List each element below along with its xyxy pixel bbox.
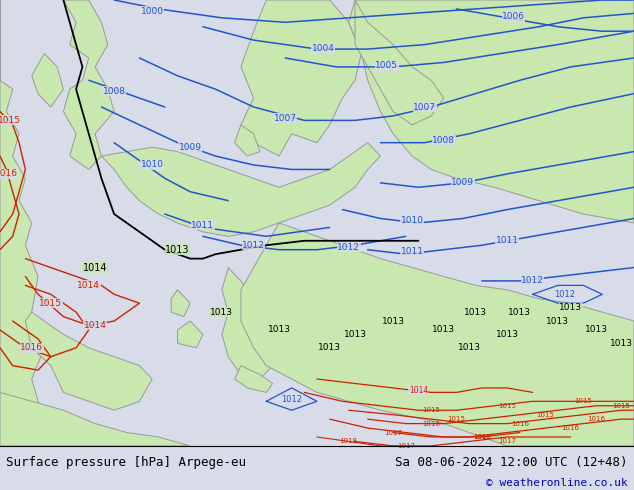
Text: 1011: 1011 bbox=[191, 220, 214, 230]
Text: 1009: 1009 bbox=[179, 143, 202, 151]
Text: 1016: 1016 bbox=[20, 343, 43, 352]
Polygon shape bbox=[0, 0, 44, 446]
Polygon shape bbox=[241, 0, 361, 156]
Text: 1016: 1016 bbox=[473, 434, 491, 440]
Polygon shape bbox=[222, 268, 279, 379]
Text: Surface pressure [hPa] Arpege-eu: Surface pressure [hPa] Arpege-eu bbox=[6, 456, 247, 469]
Text: 1014: 1014 bbox=[84, 321, 107, 330]
Text: 1013: 1013 bbox=[610, 339, 633, 348]
Polygon shape bbox=[235, 366, 273, 392]
Polygon shape bbox=[355, 0, 444, 125]
Text: 1004: 1004 bbox=[312, 44, 335, 52]
Text: 1015: 1015 bbox=[422, 407, 440, 413]
Text: 1008: 1008 bbox=[103, 87, 126, 96]
Text: 1016: 1016 bbox=[562, 425, 579, 431]
Polygon shape bbox=[0, 392, 190, 446]
Text: 1009: 1009 bbox=[451, 178, 474, 187]
Text: 1008: 1008 bbox=[432, 136, 455, 145]
Text: 1011: 1011 bbox=[496, 236, 519, 245]
Text: 1010: 1010 bbox=[141, 161, 164, 170]
Text: 1017: 1017 bbox=[384, 430, 402, 436]
Text: 1012: 1012 bbox=[337, 243, 360, 252]
Polygon shape bbox=[241, 223, 634, 446]
Text: 1017: 1017 bbox=[498, 439, 516, 444]
Text: 1016: 1016 bbox=[0, 170, 18, 178]
Text: 1013: 1013 bbox=[458, 343, 481, 352]
Text: 1013: 1013 bbox=[508, 308, 531, 317]
Text: 1015: 1015 bbox=[612, 403, 630, 409]
Text: 1017: 1017 bbox=[397, 443, 415, 449]
Polygon shape bbox=[63, 0, 114, 170]
Text: 1013: 1013 bbox=[464, 308, 487, 317]
Text: 1013: 1013 bbox=[382, 317, 404, 325]
Text: 1012: 1012 bbox=[242, 241, 265, 250]
Text: 1016: 1016 bbox=[511, 420, 529, 427]
Text: 1013: 1013 bbox=[496, 330, 519, 339]
Text: 1013: 1013 bbox=[585, 325, 607, 335]
Text: 1014: 1014 bbox=[409, 386, 428, 394]
Polygon shape bbox=[317, 276, 380, 334]
Text: 1012: 1012 bbox=[553, 290, 575, 299]
Text: 1015: 1015 bbox=[574, 398, 592, 404]
Text: 1015: 1015 bbox=[536, 412, 554, 417]
Text: 1007: 1007 bbox=[413, 102, 436, 112]
Polygon shape bbox=[235, 125, 260, 156]
Text: 1014: 1014 bbox=[83, 263, 107, 272]
Text: 1015: 1015 bbox=[498, 403, 516, 409]
Text: © weatheronline.co.uk: © weatheronline.co.uk bbox=[486, 478, 628, 489]
Polygon shape bbox=[32, 53, 63, 107]
Text: 1013: 1013 bbox=[318, 343, 341, 352]
Text: 1015: 1015 bbox=[39, 299, 62, 308]
Polygon shape bbox=[349, 0, 634, 223]
Text: 1012: 1012 bbox=[281, 394, 302, 404]
Text: 1015: 1015 bbox=[448, 416, 465, 422]
Text: 1013: 1013 bbox=[165, 245, 190, 255]
Text: 1017: 1017 bbox=[473, 434, 491, 440]
Text: 1014: 1014 bbox=[77, 281, 100, 290]
Text: 1013: 1013 bbox=[344, 330, 366, 339]
Text: 1007: 1007 bbox=[274, 114, 297, 122]
Polygon shape bbox=[171, 290, 190, 317]
Text: 1005: 1005 bbox=[375, 61, 398, 71]
Text: 1016: 1016 bbox=[422, 420, 440, 427]
Text: 1013: 1013 bbox=[210, 308, 233, 317]
Text: 1010: 1010 bbox=[401, 216, 424, 225]
Text: 1000: 1000 bbox=[141, 7, 164, 16]
Text: 1013: 1013 bbox=[559, 303, 582, 312]
Polygon shape bbox=[178, 321, 203, 348]
Text: 1012: 1012 bbox=[521, 275, 544, 285]
Text: 1018: 1018 bbox=[340, 439, 358, 444]
Text: 1013: 1013 bbox=[268, 325, 290, 335]
Text: 1013: 1013 bbox=[432, 325, 455, 335]
Text: 1013: 1013 bbox=[547, 317, 569, 325]
Text: 1015: 1015 bbox=[0, 116, 21, 125]
Polygon shape bbox=[25, 312, 152, 410]
Text: 1016: 1016 bbox=[587, 416, 605, 422]
Text: 1011: 1011 bbox=[401, 247, 424, 256]
Text: 1006: 1006 bbox=[502, 12, 525, 22]
Polygon shape bbox=[101, 143, 380, 236]
Text: Sa 08-06-2024 12:00 UTC (12+48): Sa 08-06-2024 12:00 UTC (12+48) bbox=[395, 456, 628, 469]
